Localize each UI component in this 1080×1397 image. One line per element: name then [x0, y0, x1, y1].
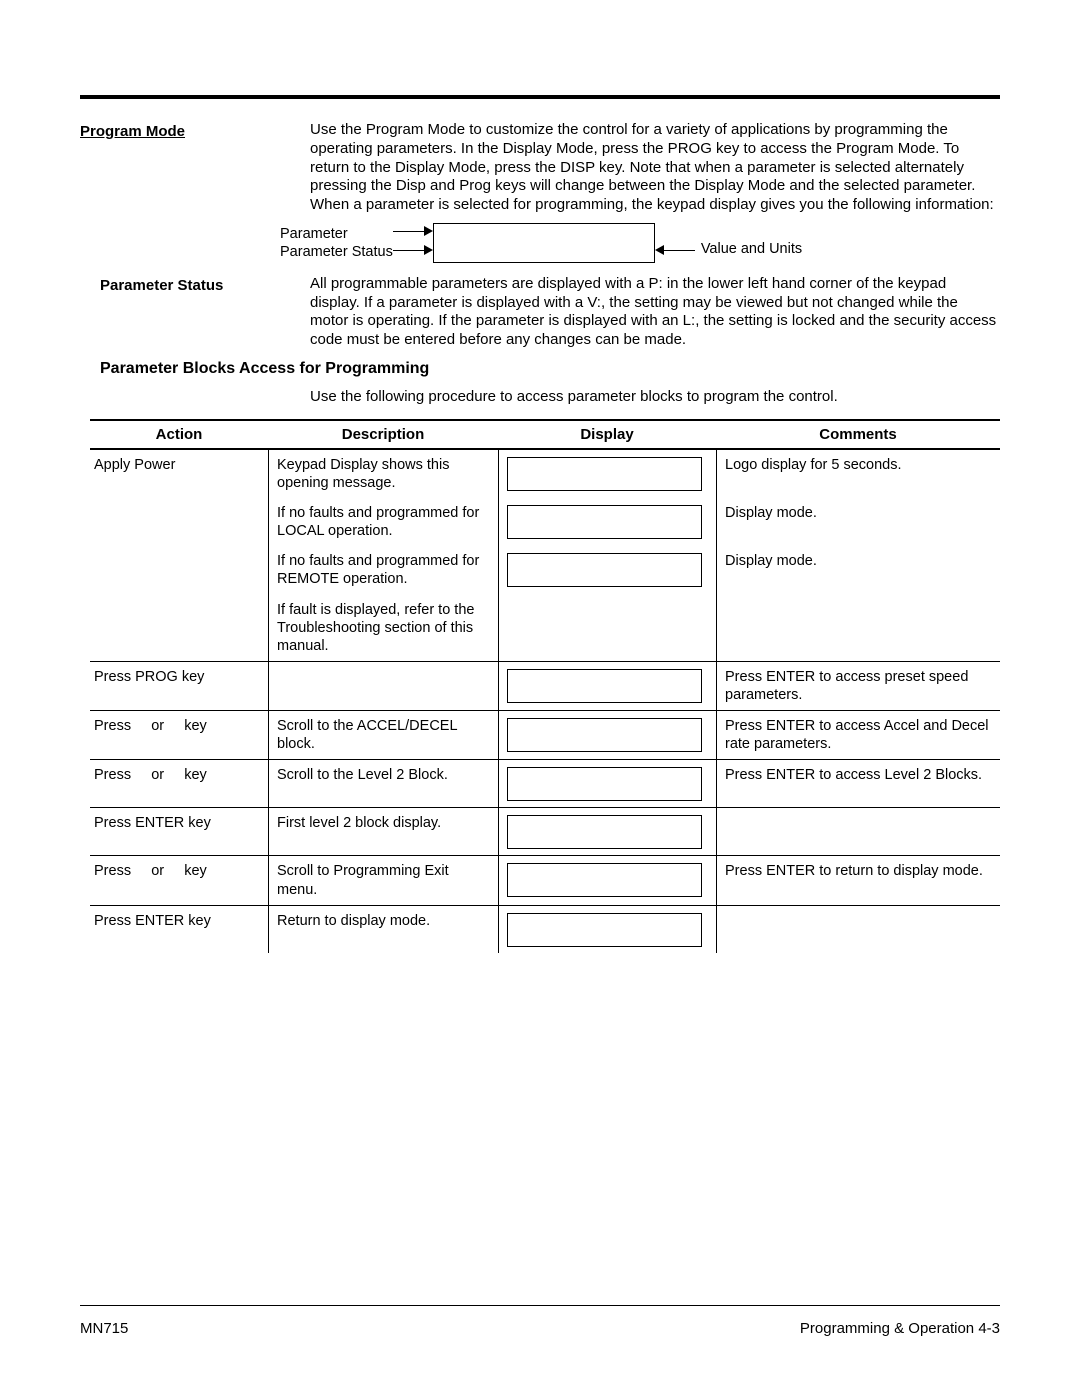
cell-action: Press or key [90, 710, 268, 759]
cell-display [498, 595, 716, 661]
cell-description [268, 661, 498, 710]
cell-description: If no faults and programmed for REMOTE o… [268, 546, 498, 594]
display-box [507, 718, 702, 752]
cell-description: Scroll to Programming Exit menu. [268, 855, 498, 904]
cell-display [498, 855, 716, 904]
parameter-status-section: Parameter Status All programmable parame… [100, 275, 1000, 350]
blocks-intro: Use the following procedure to access pa… [310, 388, 1000, 405]
cell-display [498, 498, 716, 546]
diagram-label-parameter-status: Parameter Status [280, 243, 393, 261]
cell-action [90, 546, 268, 594]
cell-description: If no faults and programmed for LOCAL op… [268, 498, 498, 546]
blocks-heading: Parameter Blocks Access for Programming [100, 360, 1000, 378]
display-box [507, 913, 702, 947]
cell-description: First level 2 block display. [268, 807, 498, 855]
footer-right: Programming & Operation 4-3 [800, 1320, 1000, 1337]
parameter-status-body: All programmable parameters are displaye… [310, 275, 1000, 350]
cell-description: Return to display mode. [268, 905, 498, 953]
parameter-diagram: Parameter Parameter Status Value and Uni… [280, 223, 1000, 263]
cell-comments: Logo display for 5 seconds. [716, 450, 1000, 498]
table-row: Press PROG key Press ENTER to access pres… [90, 661, 1000, 710]
display-box [507, 553, 702, 587]
program-mode-section: Program Mode Use the Program Mode to cus… [80, 121, 1000, 215]
display-box [507, 457, 702, 491]
table-body: Apply PowerKeypad Display shows this ope… [90, 450, 1000, 953]
cell-comments: Press ENTER to access Level 2 Blocks. [716, 759, 1000, 807]
cell-display [498, 807, 716, 855]
diagram-arrows-right [655, 223, 695, 263]
cell-description: Keypad Display shows this opening messag… [268, 450, 498, 498]
cell-action: Press ENTER key [90, 905, 268, 953]
display-box [507, 815, 702, 849]
cell-comments: Press ENTER to access Accel and Decel ra… [716, 710, 1000, 759]
procedure-table: Action Description Display Comments Appl… [90, 419, 1000, 953]
cell-action: Press or key [90, 855, 268, 904]
program-mode-heading: Program Mode [80, 121, 310, 140]
table-row: Press ENTER keyFirst level 2 block displ… [90, 807, 1000, 855]
cell-comments [716, 905, 1000, 953]
header-display: Display [498, 426, 716, 443]
table-row: Press or keyScroll to Programming Exit m… [90, 855, 1000, 904]
cell-comments: Press ENTER to return to display mode. [716, 855, 1000, 904]
header-description: Description [268, 426, 498, 443]
top-rule [80, 95, 1000, 99]
cell-action [90, 595, 268, 661]
diagram-label-value-units: Value and Units [695, 223, 802, 257]
cell-action [90, 498, 268, 546]
header-action: Action [90, 426, 268, 443]
display-box [507, 505, 702, 539]
cell-display [498, 450, 716, 498]
page-footer: MN715 Programming & Operation 4-3 [80, 1305, 1000, 1337]
header-comments: Comments [716, 426, 1000, 443]
table-row: If fault is displayed, refer to the Trou… [90, 595, 1000, 661]
cell-comments: Press ENTER to access preset speed param… [716, 661, 1000, 710]
cell-display [498, 905, 716, 953]
cell-display [498, 759, 716, 807]
display-box [507, 669, 702, 703]
table-header-row: Action Description Display Comments [90, 421, 1000, 450]
cell-display [498, 661, 716, 710]
display-box [507, 767, 702, 801]
diagram-arrows-left [393, 223, 433, 263]
cell-description: Scroll to the ACCEL/DECEL block. [268, 710, 498, 759]
cell-action: Press or key [90, 759, 268, 807]
table-row: If no faults and programmed for REMOTE o… [90, 546, 1000, 594]
cell-display [498, 546, 716, 594]
table-row: Press ENTER keyReturn to display mode. [90, 905, 1000, 953]
cell-action: Press PROG key [90, 661, 268, 710]
table-row: Press or keyScroll to the Level 2 Block.… [90, 759, 1000, 807]
cell-comments: Display mode. [716, 546, 1000, 594]
cell-comments [716, 807, 1000, 855]
table-row: If no faults and programmed for LOCAL op… [90, 498, 1000, 546]
cell-description: Scroll to the Level 2 Block. [268, 759, 498, 807]
cell-comments [716, 595, 1000, 661]
cell-action: Apply Power [90, 450, 268, 498]
program-mode-body: Use the Program Mode to customize the co… [310, 121, 1000, 215]
diagram-display-box [433, 223, 655, 263]
cell-display [498, 710, 716, 759]
cell-action: Press ENTER key [90, 807, 268, 855]
display-box [507, 863, 702, 897]
footer-left: MN715 [80, 1320, 128, 1337]
parameter-status-heading: Parameter Status [100, 275, 310, 294]
diagram-left-labels: Parameter Parameter Status [280, 223, 393, 261]
table-row: Apply PowerKeypad Display shows this ope… [90, 450, 1000, 498]
cell-comments: Display mode. [716, 498, 1000, 546]
cell-description: If fault is displayed, refer to the Trou… [268, 595, 498, 661]
diagram-label-parameter: Parameter [280, 225, 393, 243]
table-row: Press or keyScroll to the ACCEL/DECEL bl… [90, 710, 1000, 759]
